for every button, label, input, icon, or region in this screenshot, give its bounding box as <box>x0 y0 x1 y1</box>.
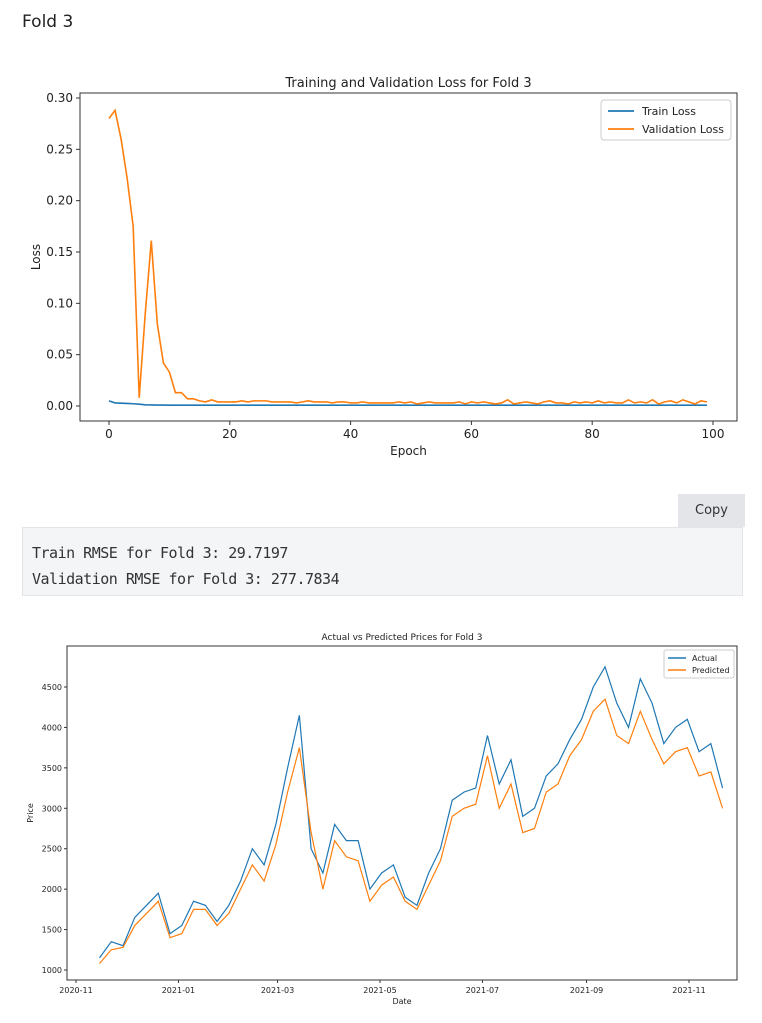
plot-frame <box>66 645 738 981</box>
series-line-predicted <box>99 697 724 964</box>
x-tick-label: 2021-01 <box>162 986 195 995</box>
series-line-train <box>108 400 707 406</box>
legend-box <box>663 649 735 679</box>
y-tick-label: 1500 <box>42 926 62 935</box>
x-tick-label: 2021-11 <box>672 986 705 995</box>
chart-title: Actual vs Predicted Prices for Fold 3 <box>322 633 483 643</box>
x-tick-label: 20 <box>222 427 237 441</box>
x-tick-label: 0 <box>105 427 113 441</box>
y-tick-label: 4500 <box>42 683 62 692</box>
y-axis-label: Price <box>26 803 35 823</box>
plot-frame <box>79 92 738 422</box>
y-tick-label: 0.05 <box>46 348 73 362</box>
copy-button[interactable]: Copy <box>678 494 745 527</box>
legend-label: Train Loss <box>641 105 696 118</box>
y-tick-label: 0.00 <box>46 399 73 413</box>
y-tick-label: 2000 <box>42 885 62 894</box>
legend-box <box>600 99 732 141</box>
x-tick-label: 2020-11 <box>59 986 92 995</box>
y-tick-label: 0.10 <box>46 296 73 310</box>
x-tick-label: 40 <box>343 427 358 441</box>
y-tick-label: 4000 <box>42 723 62 732</box>
y-tick-label: 3000 <box>42 804 62 813</box>
x-tick-label: 60 <box>464 427 479 441</box>
x-axis-label: Date <box>392 997 411 1006</box>
chart-title: Training and Validation Loss for Fold 3 <box>284 76 531 91</box>
loss-chart: Training and Validation Loss for Fold 3 0… <box>29 76 738 458</box>
x-tick-label: 2021-03 <box>261 986 294 995</box>
series-line-validation <box>108 108 708 405</box>
legend-label: Actual <box>692 654 717 663</box>
y-tick-label: 0.25 <box>46 142 73 156</box>
x-tick-label: 2021-07 <box>466 986 499 995</box>
series-line-actual <box>99 665 724 959</box>
output-block: Train RMSE for Fold 3: 29.7197 Validatio… <box>22 527 743 596</box>
x-tick-label: 2021-09 <box>570 986 603 995</box>
y-tick-label: 0.30 <box>46 91 73 105</box>
y-tick-label: 3500 <box>42 764 62 773</box>
legend-label: Predicted <box>692 666 730 675</box>
output-line: Validation RMSE for Fold 3: 277.7834 <box>32 570 340 588</box>
legend-label: Validation Loss <box>642 123 724 136</box>
y-tick-label: 0.20 <box>46 194 73 208</box>
y-tick-label: 0.15 <box>46 245 73 259</box>
y-tick-label: 2500 <box>42 845 62 854</box>
x-axis-label: Epoch <box>390 444 427 458</box>
x-tick-label: 2021-05 <box>363 986 396 995</box>
y-tick-label: 1000 <box>42 966 62 975</box>
section-heading: Fold 3 <box>22 12 74 32</box>
y-axis-label: Loss <box>29 244 43 270</box>
x-tick-label: 100 <box>702 427 725 441</box>
output-line: Train RMSE for Fold 3: 29.7197 <box>32 544 288 562</box>
x-tick-label: 80 <box>585 427 600 441</box>
